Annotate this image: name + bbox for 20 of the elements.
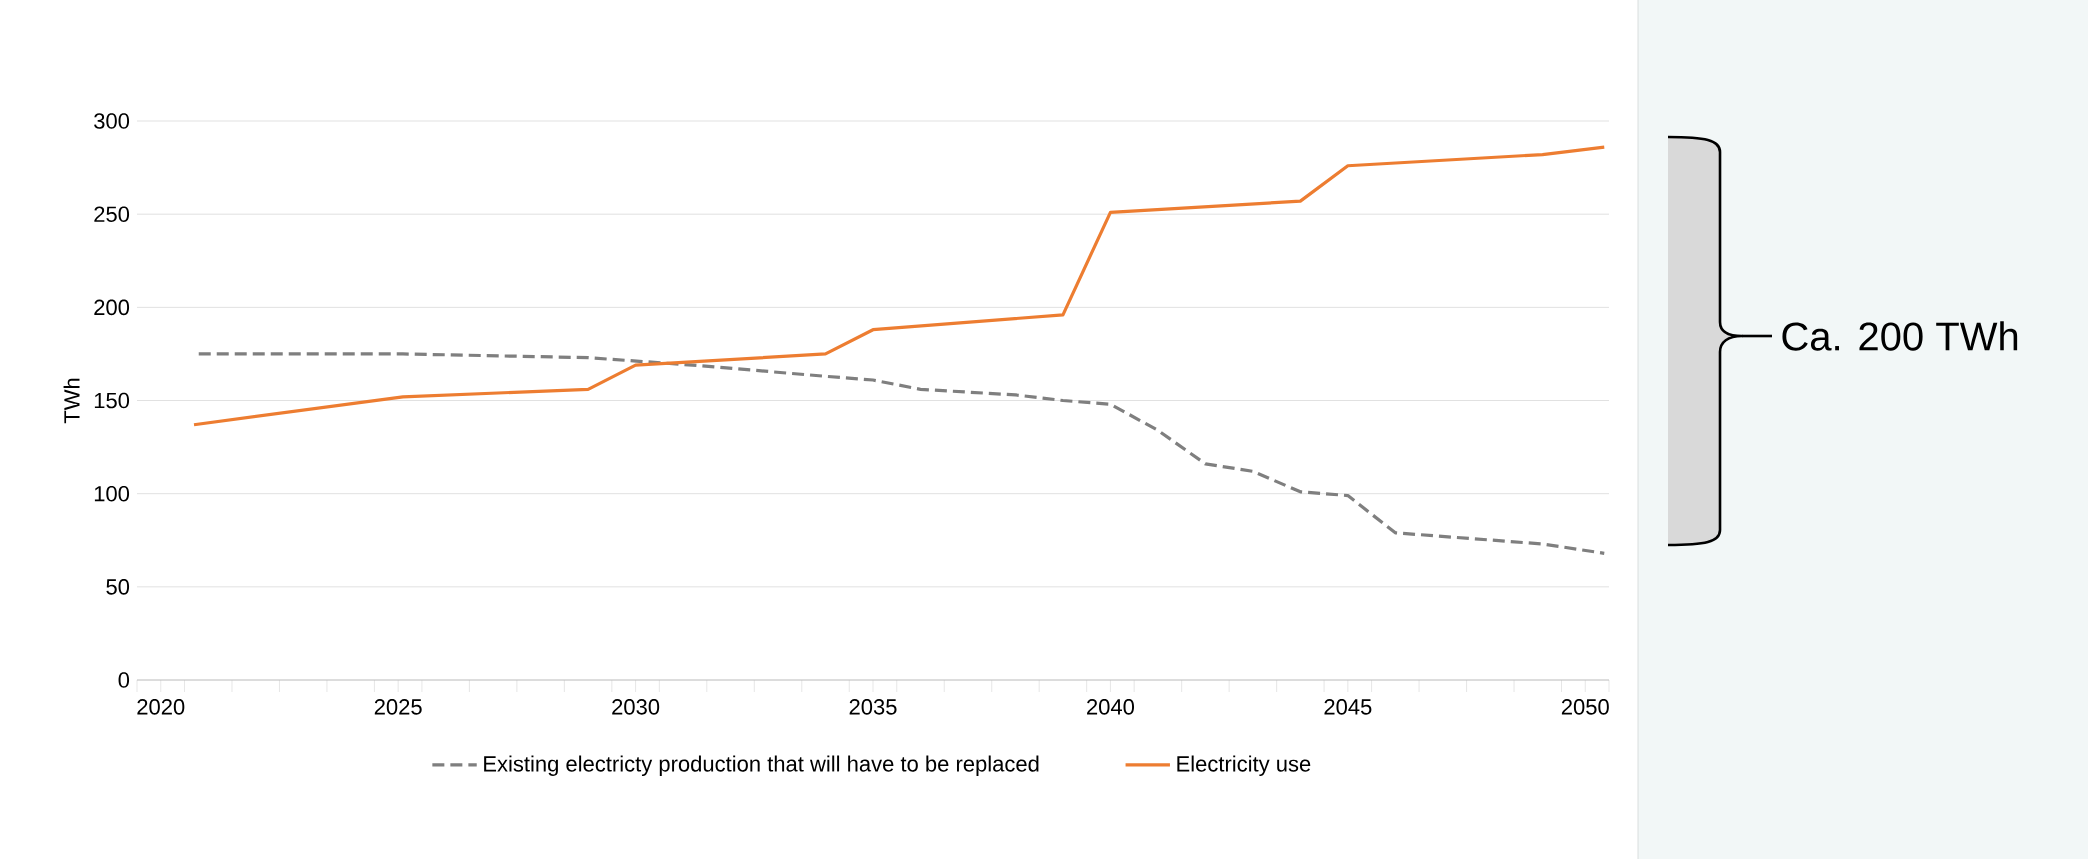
y-tick-label: 200	[94, 299, 130, 316]
line-series	[192, 145, 1606, 427]
x-tick-label: 2035	[849, 699, 897, 715]
y-axis-title: TWh	[63, 378, 80, 424]
x-tick-label: 2025	[374, 699, 422, 715]
y-tick-label: 50	[106, 579, 130, 595]
x-tick-label: 2030	[612, 699, 660, 715]
legend-label: Electricity use	[1177, 755, 1311, 776]
x-tick-label: 2045	[1324, 699, 1372, 715]
x-tick-label: 2020	[137, 699, 185, 715]
line-series	[197, 352, 1606, 555]
x-tick-label: 2040	[1087, 699, 1135, 715]
legend-label: Existing electricty production that will have to be replaced	[484, 755, 1039, 776]
y-tick-label: 150	[94, 392, 130, 409]
y-tick-label: 300	[94, 113, 130, 129]
y-tick-label: 100	[94, 485, 130, 502]
y-tick-label: 0	[118, 672, 130, 688]
y-tick-label: 250	[94, 206, 130, 222]
x-tick-label: 2050	[1561, 699, 1609, 715]
text: Ca. 200 TWh	[1782, 321, 2018, 351]
